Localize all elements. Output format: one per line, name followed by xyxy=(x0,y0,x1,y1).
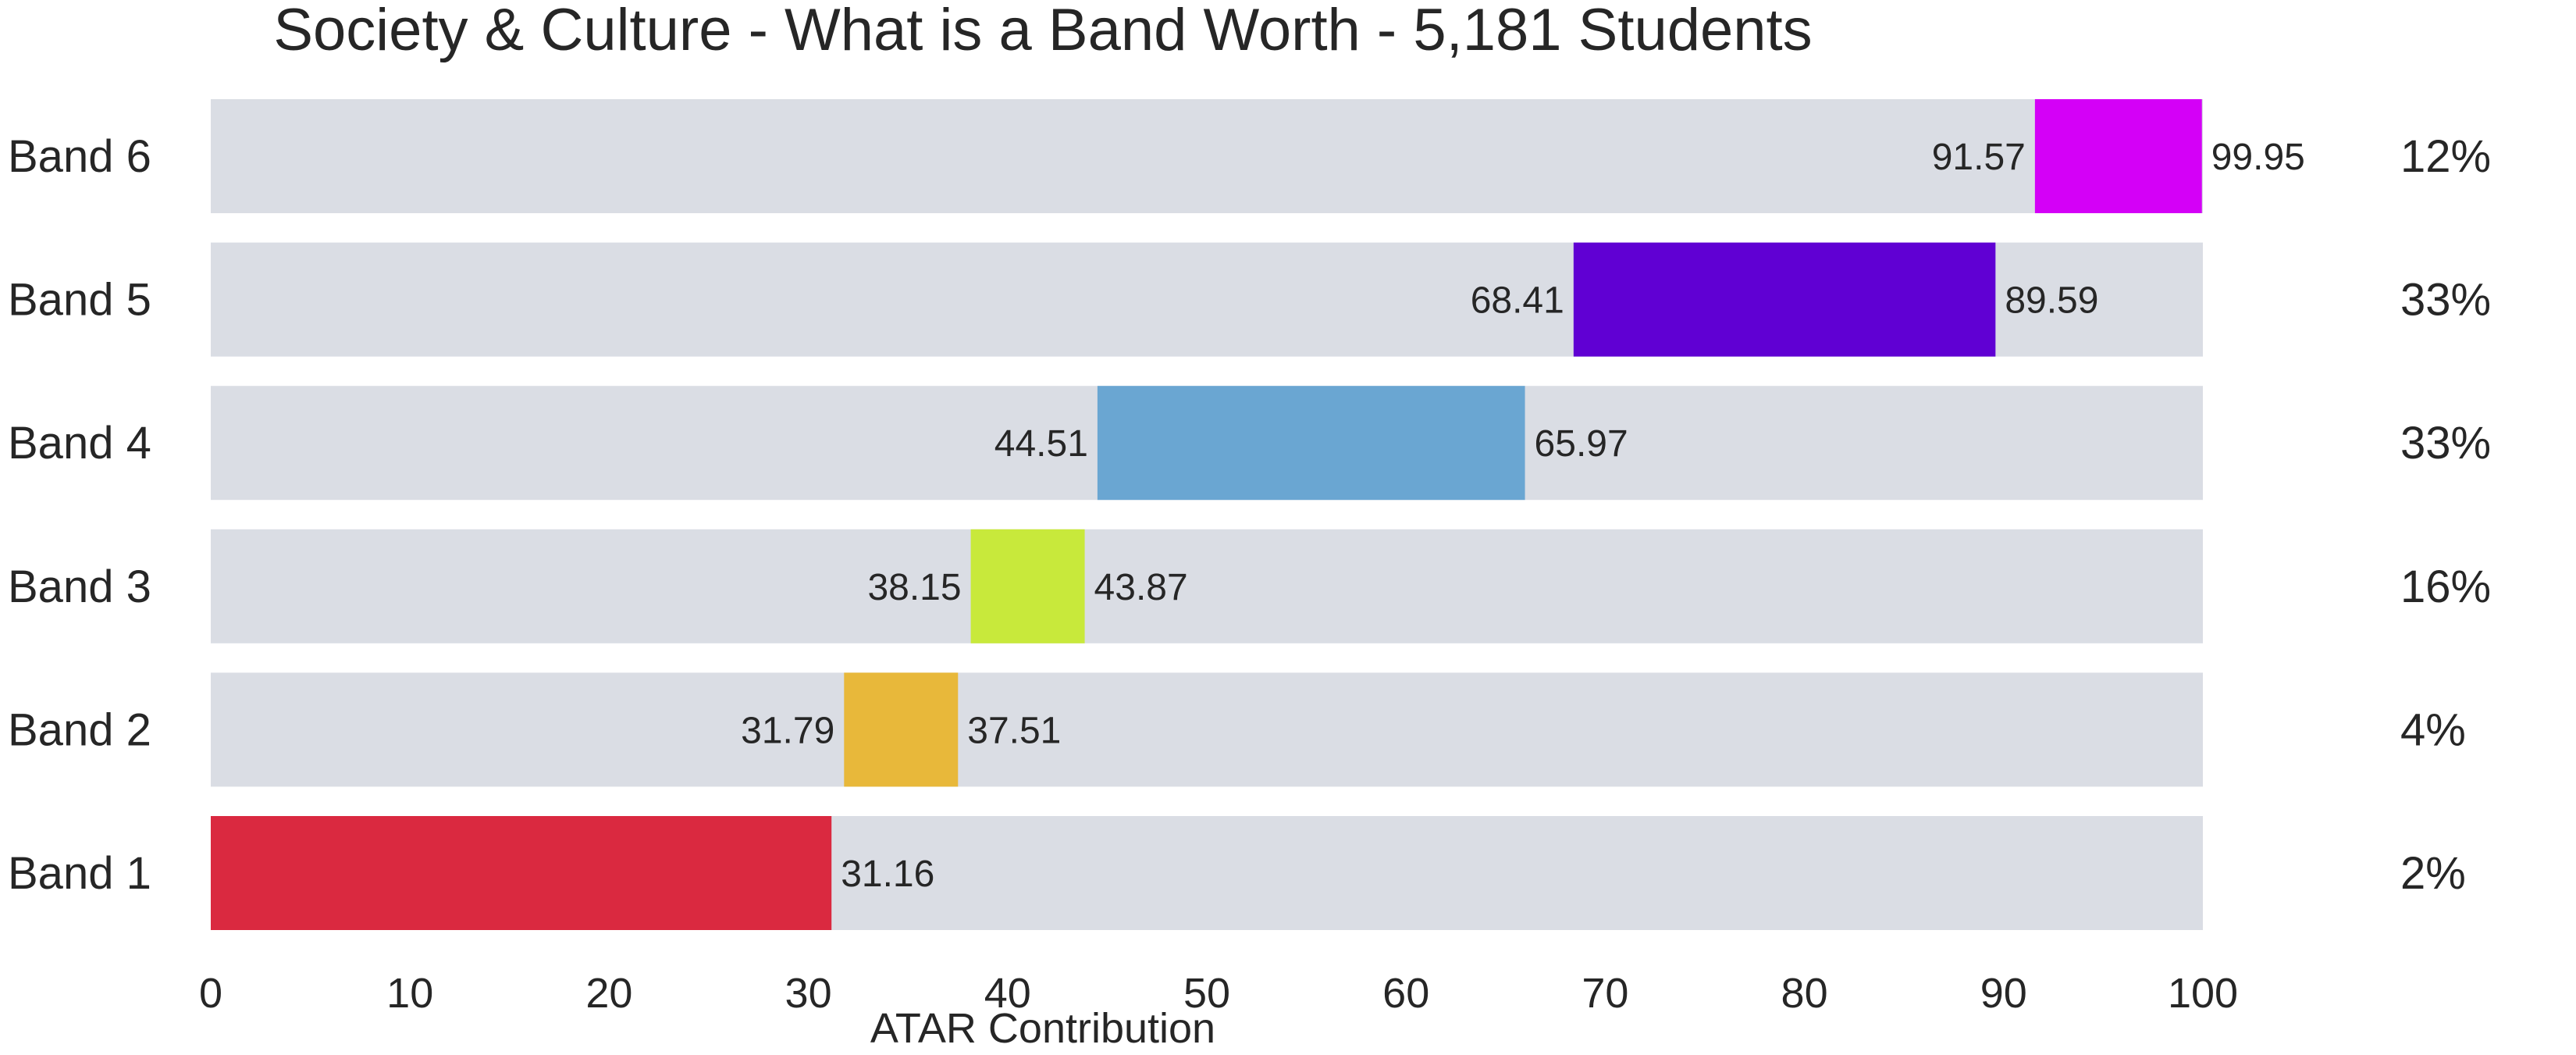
x-tick-label: 70 xyxy=(1582,970,1628,1017)
band-percent: 2% xyxy=(2400,848,2466,899)
band-percent: 4% xyxy=(2400,704,2466,755)
x-tick-label: 90 xyxy=(1980,970,2027,1017)
band-range-bar xyxy=(211,816,832,930)
band-row-band-6: Band 6 91.57 99.95 12% xyxy=(8,99,2491,213)
x-tick-label: 10 xyxy=(386,970,433,1017)
band-range-bar xyxy=(970,529,1085,643)
band-min-value: 91.57 xyxy=(1932,137,2026,178)
band-range-bar xyxy=(844,672,959,787)
band-percent: 33% xyxy=(2400,275,2491,326)
band-row-band-1: Band 1 31.16 2% xyxy=(8,816,2466,930)
x-tick-label: 50 xyxy=(1183,970,1230,1017)
x-axis-label: ATAR Contribution xyxy=(870,1005,1215,1052)
band-max-value: 89.59 xyxy=(2005,280,2098,322)
band-range-bar xyxy=(1097,386,1525,501)
band-label: Band 5 xyxy=(8,275,151,326)
x-axis: 0 10 20 30 40 50 60 70 80 90 100 xyxy=(199,970,2238,1017)
x-tick-label: 80 xyxy=(1781,970,1828,1017)
band-max-value: 99.95 xyxy=(2211,137,2305,178)
bands-layer: Band 6 91.57 99.95 12%Band 5 68.41 89.59 33%Ba… xyxy=(8,99,2491,930)
band-percent: 33% xyxy=(2400,418,2491,469)
band-max-value: 43.87 xyxy=(1094,567,1188,608)
band-percent: 16% xyxy=(2400,561,2491,612)
band-label: Band 4 xyxy=(8,418,151,469)
band-label: Band 6 xyxy=(8,131,151,182)
band-row-band-5: Band 5 68.41 89.59 33% xyxy=(8,242,2491,357)
band-max-value: 37.51 xyxy=(967,710,1061,751)
band-min-value: 31.79 xyxy=(741,710,834,751)
band-row-band-2: Band 2 31.79 37.51 4% xyxy=(8,672,2466,787)
band-track xyxy=(211,672,2203,787)
band-label: Band 1 xyxy=(8,848,151,899)
x-tick-label: 60 xyxy=(1382,970,1429,1017)
band-row-band-3: Band 3 38.15 43.87 16% xyxy=(8,529,2491,643)
band-row-band-4: Band 4 44.51 65.97 33% xyxy=(8,386,2491,501)
x-tick-label: 100 xyxy=(2168,970,2238,1017)
x-tick-label: 40 xyxy=(984,970,1031,1017)
band-min-value: 68.41 xyxy=(1471,280,1564,322)
band-label: Band 2 xyxy=(8,704,151,755)
band-max-value: 65.97 xyxy=(1535,423,1628,465)
band-track xyxy=(211,99,2203,213)
band-min-value: 44.51 xyxy=(994,423,1088,465)
band-range-bar xyxy=(2034,99,2202,213)
band-percent: 12% xyxy=(2400,131,2491,182)
band-track xyxy=(211,529,2203,643)
band-range-bar xyxy=(1573,242,1996,357)
x-tick-label: 30 xyxy=(785,970,832,1017)
band-min-value: 38.15 xyxy=(867,567,961,608)
band-label: Band 3 xyxy=(8,561,151,612)
x-tick-label: 0 xyxy=(199,970,222,1017)
band-max-value: 31.16 xyxy=(841,854,934,895)
x-tick-label: 20 xyxy=(585,970,632,1017)
chart-title: Society & Culture - What is a Band Worth… xyxy=(273,0,1812,63)
